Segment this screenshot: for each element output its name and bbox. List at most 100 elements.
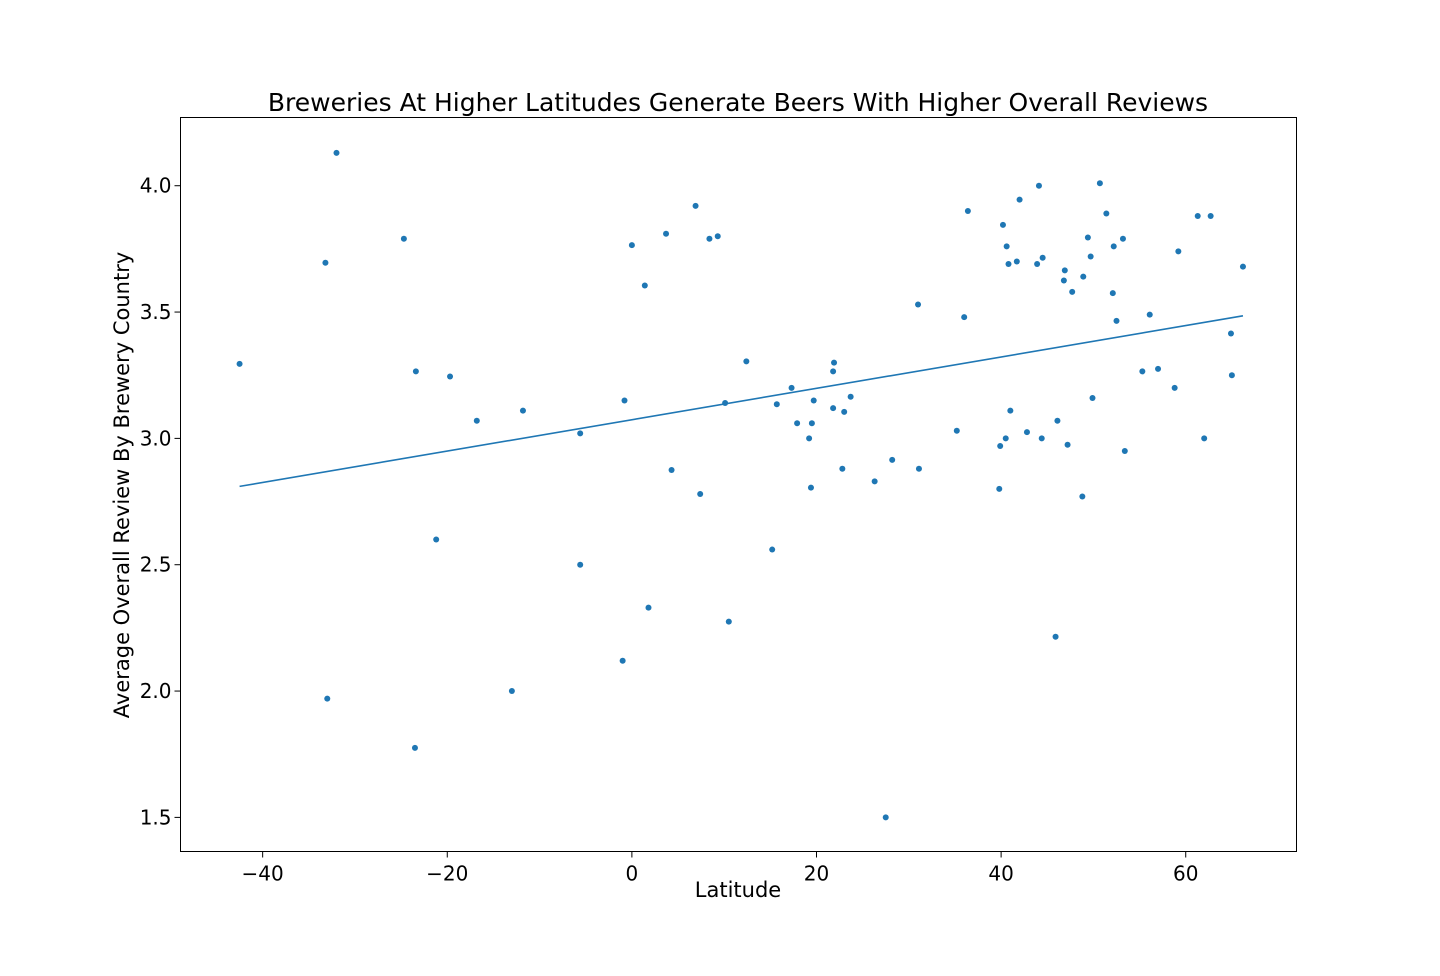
data-point	[839, 465, 846, 472]
data-point	[1109, 290, 1116, 297]
data-point	[1064, 441, 1071, 448]
data-point	[412, 368, 419, 375]
data-point	[847, 393, 854, 400]
data-point	[915, 465, 922, 472]
data-point	[1060, 277, 1067, 284]
data-point	[769, 546, 776, 553]
data-point	[706, 235, 713, 242]
data-point	[692, 202, 699, 209]
data-point	[1113, 317, 1120, 324]
data-point	[806, 435, 813, 442]
data-point	[447, 373, 454, 380]
x-tick-label: 60	[1173, 862, 1198, 886]
data-point	[1228, 372, 1235, 379]
data-point	[1119, 235, 1126, 242]
data-point	[1002, 435, 1009, 442]
data-point	[519, 407, 526, 414]
data-point	[400, 235, 407, 242]
data-point	[915, 301, 922, 308]
data-point	[841, 408, 848, 415]
data-point	[773, 401, 780, 408]
data-point	[621, 397, 628, 404]
data-point	[1003, 243, 1010, 250]
data-point	[1207, 213, 1214, 220]
data-point	[961, 314, 968, 321]
data-point	[333, 149, 340, 156]
data-point	[807, 484, 814, 491]
data-point	[1038, 435, 1045, 442]
data-point	[1096, 180, 1103, 187]
data-point	[1155, 365, 1162, 372]
data-point	[997, 442, 1004, 449]
data-point	[794, 420, 801, 427]
x-tick-label: 20	[804, 862, 829, 886]
data-point	[1087, 253, 1094, 260]
data-point	[663, 230, 670, 237]
data-point	[1171, 384, 1178, 391]
y-tick-label: 2.5	[140, 553, 172, 577]
data-point	[1034, 261, 1041, 268]
data-point	[1007, 407, 1014, 414]
y-tick-label: 2.0	[140, 679, 172, 703]
data-point	[411, 744, 418, 751]
y-tick-label: 3.0	[140, 426, 172, 450]
x-tick-label: −40	[242, 862, 284, 886]
regression-line	[239, 315, 1244, 488]
data-point	[1052, 633, 1059, 640]
data-point	[714, 233, 721, 240]
data-point	[996, 485, 1003, 492]
data-point	[1013, 258, 1020, 265]
data-point	[577, 561, 584, 568]
data-point	[831, 359, 838, 366]
data-point	[1039, 254, 1046, 261]
data-point	[1103, 210, 1110, 217]
data-point	[788, 384, 795, 391]
y-tick-label: 4.0	[140, 174, 172, 198]
plot-marks	[236, 149, 1246, 821]
y-axis-ticks: 1.5 2.0 2.5 3.0 3.5 4.0	[140, 174, 181, 829]
data-point	[236, 360, 243, 367]
data-point	[1054, 417, 1061, 424]
data-point	[619, 657, 626, 664]
data-point	[697, 490, 704, 497]
y-axis-label: Average Overall Review By Brewery Countr…	[110, 252, 134, 719]
chart-title: Breweries At Higher Latitudes Generate B…	[268, 88, 1208, 117]
data-point	[999, 221, 1006, 228]
data-point	[830, 368, 837, 375]
data-point	[1084, 234, 1091, 241]
data-point	[641, 282, 648, 289]
data-point	[1175, 248, 1182, 255]
data-point	[1079, 493, 1086, 500]
data-point	[668, 466, 675, 473]
data-point	[1121, 448, 1128, 455]
data-point	[1110, 243, 1117, 250]
data-point	[889, 456, 896, 463]
data-point	[628, 242, 635, 249]
plot-frame	[180, 117, 1297, 852]
data-point	[473, 417, 480, 424]
x-tick-label: 40	[988, 862, 1013, 886]
x-tick-label: −20	[426, 862, 468, 886]
data-point	[743, 358, 750, 365]
x-axis-label: Latitude	[695, 878, 781, 902]
data-point	[871, 478, 878, 485]
data-point	[882, 814, 889, 821]
data-point	[1069, 288, 1076, 295]
data-point	[953, 427, 960, 434]
data-point	[1201, 435, 1208, 442]
data-point	[1080, 273, 1087, 280]
data-point	[810, 397, 817, 404]
data-point	[1035, 182, 1042, 189]
data-point	[1089, 394, 1096, 401]
data-point	[725, 618, 732, 625]
data-point	[577, 430, 584, 437]
data-point	[1139, 368, 1146, 375]
data-point	[830, 405, 837, 412]
data-point	[508, 688, 515, 695]
data-point	[1061, 267, 1068, 274]
data-point	[1194, 213, 1201, 220]
data-point	[1239, 263, 1246, 270]
y-tick-label: 3.5	[140, 300, 172, 324]
